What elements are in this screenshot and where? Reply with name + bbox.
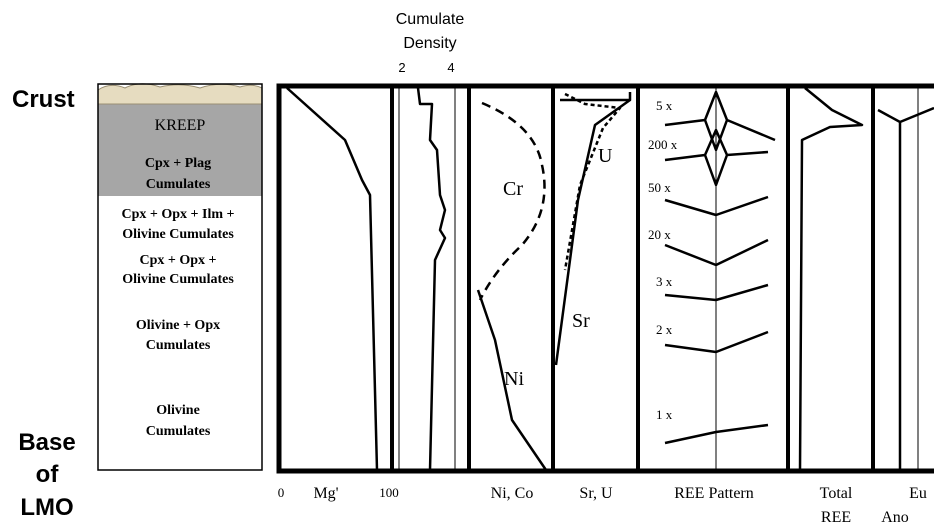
layer-label: Olivine [156, 403, 200, 418]
ni-curve [476, 289, 548, 471]
ree-multiplier: 2 x [656, 322, 673, 337]
axis-label: Mg' [313, 485, 338, 502]
curve-label: Sr [572, 310, 590, 332]
column-frame [97, 83, 263, 471]
cr-curve [478, 101, 546, 301]
axis-label: 100 [379, 485, 399, 500]
ree-multiplier: 5 x [656, 98, 673, 113]
layer-label: Cpx + Plag [145, 156, 211, 171]
ree-pattern [664, 238, 769, 267]
axis-label: Ni, Co [491, 485, 534, 502]
layer-label: Cumulates [146, 338, 211, 353]
layer-label: Olivine Cumulates [122, 272, 234, 287]
base-label: LMO [20, 494, 73, 521]
ree-multiplier: 1 x [656, 407, 673, 422]
eu-curve [877, 106, 934, 470]
mg-curve [286, 87, 379, 471]
axis-label: REE [821, 509, 851, 526]
base-label: of [36, 461, 60, 488]
density-curve [416, 87, 447, 471]
ree-multiplier: 20 x [648, 227, 671, 242]
ree-pattern [664, 195, 769, 217]
ree-pattern [664, 90, 776, 152]
axis-label: REE Pattern [674, 485, 754, 502]
axis-label: 0 [278, 485, 285, 500]
ree-multiplier: 3 x [656, 274, 673, 289]
ree-pattern [664, 423, 769, 445]
u-curve [563, 92, 622, 271]
axis-label: Total [820, 485, 853, 502]
layer-label: Cumulates [146, 177, 211, 192]
density-title: Density [403, 35, 456, 52]
panels-frame [276, 83, 934, 474]
ree-multiplier: 50 x [648, 180, 671, 195]
kreep-zone [98, 104, 262, 196]
panel-dividers [390, 86, 875, 471]
base-label: Base [18, 429, 75, 456]
density-title: Cumulate [396, 11, 465, 28]
layer-label: Cpx + Opx + Ilm + [121, 207, 234, 222]
layer-label: Cumulates [146, 424, 211, 439]
layer-label: KREEP [155, 117, 206, 134]
ree-pattern [664, 128, 769, 187]
curve-label: Ni [504, 368, 524, 390]
total-ree-curve [798, 87, 864, 471]
axis-label: Sr, U [579, 485, 613, 502]
crust-texture [97, 83, 263, 105]
layer-label: Olivine + Opx [136, 318, 220, 333]
crust-label: Crust [12, 86, 75, 113]
sr-curve [554, 92, 632, 366]
axis-label: Ano [881, 509, 909, 526]
density-tick: 4 [447, 60, 454, 75]
ree-pattern [664, 283, 769, 302]
layer-label: Olivine Cumulates [122, 227, 234, 242]
layer-label: Cpx + Opx + [139, 253, 216, 268]
curve-label: U [598, 145, 613, 167]
axis-label: Eu [909, 485, 927, 502]
curve-label: Cr [503, 178, 523, 200]
ree-multiplier: 200 x [648, 137, 678, 152]
ree-pattern [664, 330, 769, 354]
density-tick: 2 [398, 60, 405, 75]
